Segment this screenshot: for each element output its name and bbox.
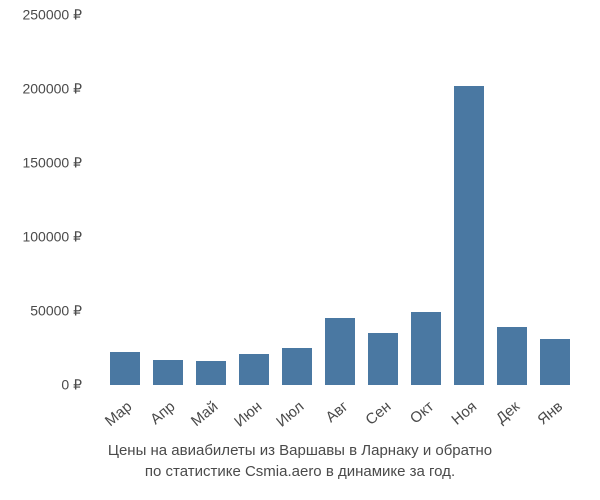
chart-caption: Цены на авиабилеты из Варшавы в Ларнаку …	[0, 440, 600, 482]
x-tick-label: Июл	[274, 398, 308, 431]
bar-wrap	[405, 15, 448, 385]
x-tick-label: Сен	[362, 398, 394, 429]
x-label-wrap: Окт	[405, 390, 448, 440]
bar-wrap	[146, 15, 189, 385]
bar-wrap	[275, 15, 318, 385]
bar-chart	[95, 15, 585, 385]
bar-wrap	[189, 15, 232, 385]
bar-wrap	[491, 15, 534, 385]
bar-wrap	[448, 15, 491, 385]
bars-group	[103, 15, 577, 385]
x-label-wrap: Янв	[534, 390, 577, 440]
x-tick-label: Окт	[407, 398, 437, 427]
x-tick-label: Апр	[147, 398, 178, 428]
bar	[196, 361, 226, 385]
x-tick-label: Ноя	[448, 398, 480, 429]
x-label-wrap: Мар	[103, 390, 146, 440]
y-tick-label: 0 ₽	[61, 377, 82, 394]
bar-wrap	[534, 15, 577, 385]
bar-wrap	[318, 15, 361, 385]
bar	[540, 339, 570, 385]
bar	[411, 312, 441, 385]
x-label-wrap: Ноя	[448, 390, 491, 440]
bar	[325, 318, 355, 385]
y-tick-label: 100000 ₽	[22, 229, 82, 246]
y-tick-label: 250000 ₽	[22, 7, 82, 24]
y-tick-label: 200000 ₽	[22, 81, 82, 98]
x-tick-label: Май	[188, 398, 221, 430]
x-label-wrap: Авг	[318, 390, 361, 440]
bar	[239, 354, 269, 385]
x-tick-label: Янв	[535, 398, 567, 428]
bar-wrap	[232, 15, 275, 385]
y-tick-label: 50000 ₽	[30, 303, 82, 320]
x-tick-label: Авг	[322, 398, 351, 426]
bar	[282, 348, 312, 385]
bar	[454, 86, 484, 385]
y-axis: 0 ₽50000 ₽100000 ₽150000 ₽200000 ₽250000…	[0, 15, 90, 385]
x-label-wrap: Сен	[362, 390, 405, 440]
x-label-wrap: Апр	[146, 390, 189, 440]
x-label-wrap: Дек	[491, 390, 534, 440]
caption-line-1: Цены на авиабилеты из Варшавы в Ларнаку …	[0, 440, 600, 461]
x-label-wrap: Июл	[275, 390, 318, 440]
bar	[110, 352, 140, 385]
x-label-wrap: Июн	[232, 390, 275, 440]
x-tick-label: Дек	[493, 398, 523, 427]
caption-line-2: по статистике Csmia.aero в динамике за г…	[0, 461, 600, 482]
x-tick-label: Мар	[102, 398, 135, 430]
bar	[153, 360, 183, 385]
bar	[368, 333, 398, 385]
x-axis-labels: Мар Апр Май Июн Июл Авг Сен Окт Ноя Дек Янв	[103, 390, 577, 440]
bar-wrap	[103, 15, 146, 385]
plot-area	[95, 15, 585, 385]
bar	[497, 327, 527, 385]
x-tick-label: Июн	[231, 398, 265, 431]
x-label-wrap: Май	[189, 390, 232, 440]
y-tick-label: 150000 ₽	[22, 155, 82, 172]
bar-wrap	[362, 15, 405, 385]
